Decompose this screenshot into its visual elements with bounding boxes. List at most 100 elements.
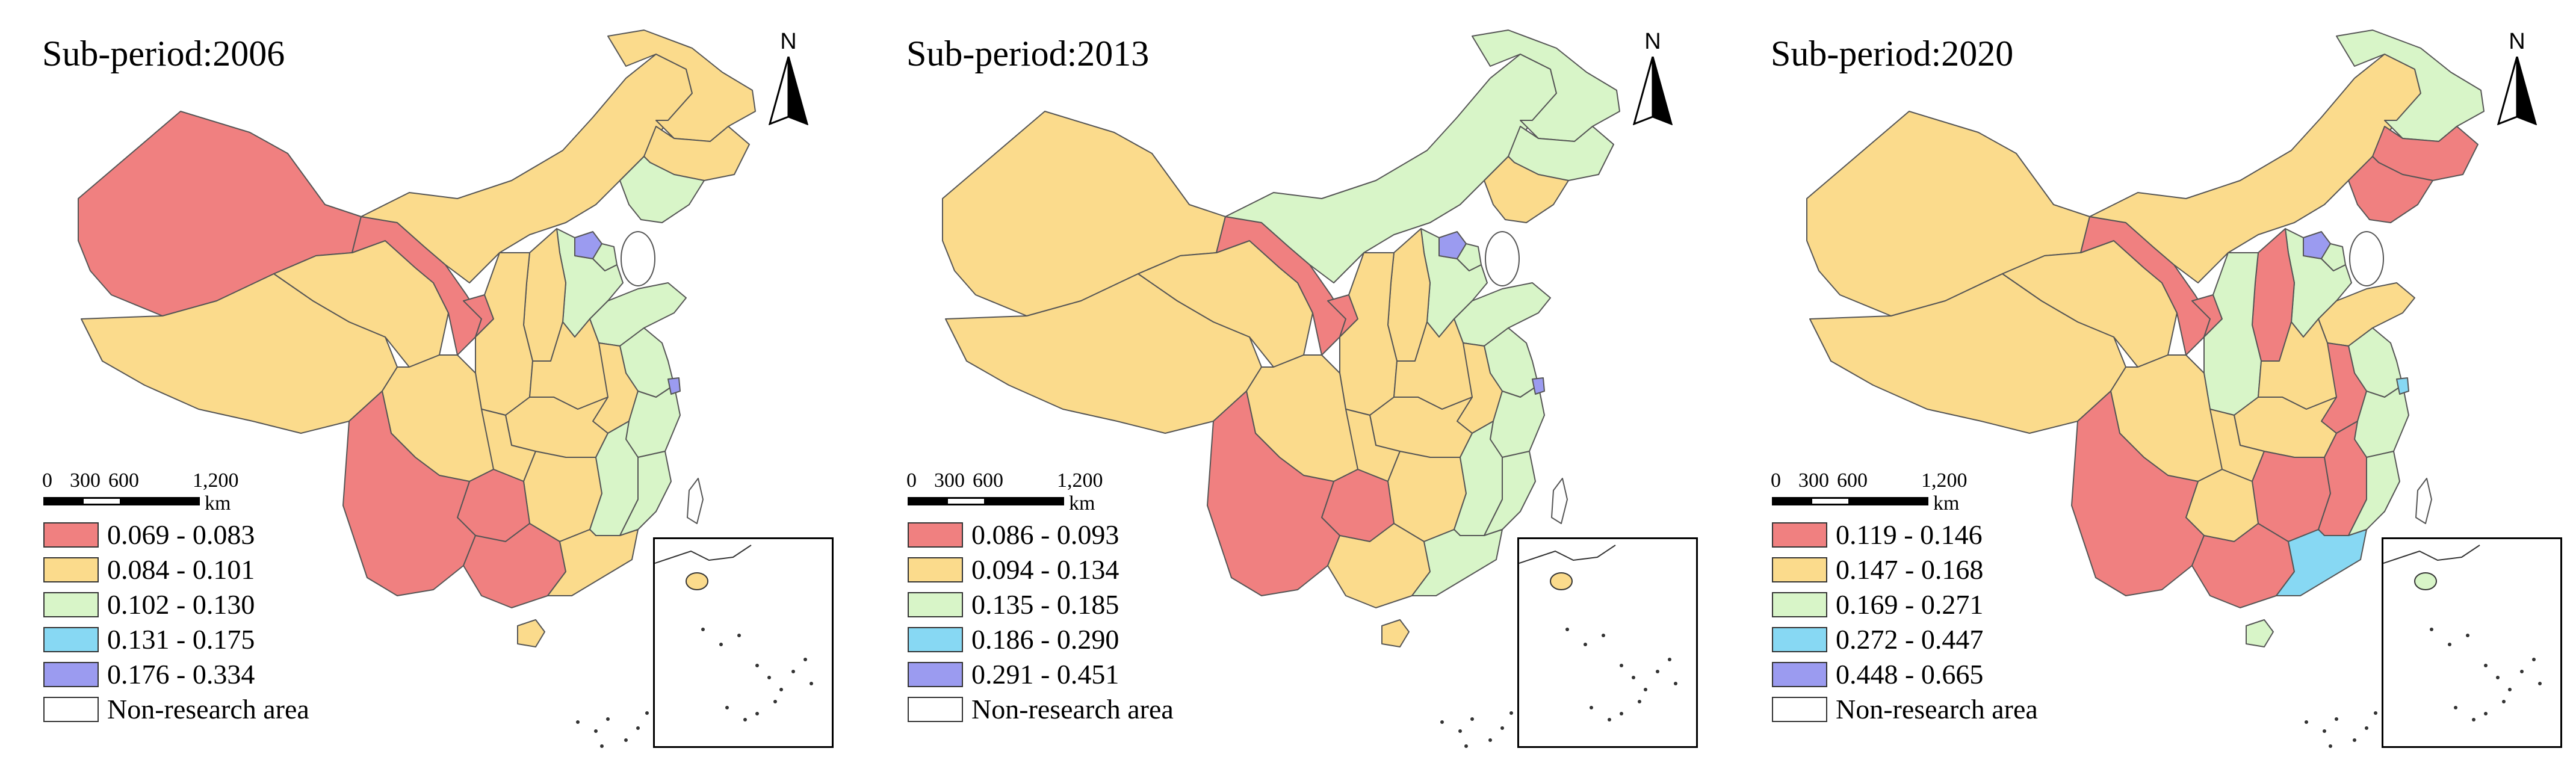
inset-island	[773, 700, 777, 703]
island-dot	[624, 738, 628, 742]
inset-island	[2484, 712, 2488, 715]
legend-swatch	[1772, 592, 1827, 617]
inset-island	[810, 682, 813, 685]
south-china-sea-inset	[1517, 537, 1698, 748]
south-china-sea-inset	[653, 537, 834, 748]
legend-swatch	[43, 557, 99, 582]
inset-island	[1644, 688, 1647, 691]
province-shaanxi	[2203, 252, 2262, 416]
province-fujian	[619, 451, 672, 536]
inset-island	[1584, 643, 1587, 646]
province-guangdong	[1411, 529, 1503, 596]
inset-hainan	[2414, 572, 2437, 590]
scale-label-0: 0	[1771, 469, 1781, 492]
legend-swatch	[908, 627, 963, 652]
scale-segment-3	[985, 497, 1064, 505]
scale-bar: 0 300 600 1,200 km	[42, 469, 283, 517]
legend-swatch	[1772, 627, 1827, 652]
scale-label-300: 300	[1798, 469, 1829, 492]
inset-coastline	[654, 545, 752, 564]
legend-swatch	[1772, 557, 1827, 582]
legend-swatch	[1772, 522, 1827, 548]
legend-swatch	[908, 697, 963, 722]
legend-label: 0.119 - 0.146	[1836, 519, 1983, 550]
panel-title: Sub-period:2020	[1771, 34, 2014, 73]
inset-island	[2532, 658, 2536, 661]
scale-label-0: 0	[906, 469, 917, 492]
province-shanghai	[2396, 377, 2409, 395]
inset-hainan	[1550, 572, 1573, 590]
inset-map	[654, 545, 813, 721]
legend-swatch	[908, 557, 963, 582]
bohai-sea	[621, 231, 655, 286]
legend-swatch	[908, 522, 963, 548]
inset-island	[701, 628, 705, 631]
island-dot	[2335, 717, 2338, 721]
inset-island	[791, 670, 795, 673]
inset-island	[755, 712, 759, 715]
inset-island	[767, 676, 771, 679]
island-dot	[2353, 738, 2356, 742]
province-tianjin	[1457, 243, 1482, 271]
legend-label: 0.176 - 0.334	[107, 659, 255, 690]
island-dot	[600, 744, 604, 748]
inset-island	[1590, 706, 1593, 709]
province-guangdong	[2276, 529, 2367, 596]
inset-island	[779, 688, 783, 691]
legend-label: 0.169 - 0.271	[1836, 589, 1984, 620]
province-fujian	[2348, 451, 2400, 536]
legend-swatch	[43, 592, 99, 617]
island-dot	[636, 726, 640, 730]
province-shaanxi	[1339, 252, 1398, 416]
inset-island	[2430, 628, 2433, 631]
island-dot	[645, 711, 649, 715]
legend-label: 0.084 - 0.101	[107, 554, 255, 585]
scale-label-600: 600	[1837, 469, 1868, 492]
province-liaoning	[2348, 156, 2433, 223]
scale-segment-1	[43, 497, 83, 505]
province-map	[1806, 29, 2485, 748]
island-dot	[2323, 729, 2326, 733]
north-label: N	[780, 29, 797, 54]
inset-island	[2496, 676, 2500, 679]
legend-swatch	[908, 592, 963, 617]
legend-label: 0.186 - 0.290	[971, 624, 1119, 655]
island-dot	[1500, 726, 1504, 730]
legend-label: 0.291 - 0.451	[971, 659, 1119, 690]
inset-coastline	[1519, 545, 1616, 564]
legend-label: 0.102 - 0.130	[107, 589, 255, 620]
north-arrow-icon	[2497, 57, 2537, 125]
island-dot	[1440, 720, 1444, 724]
scale-label-300: 300	[934, 469, 965, 492]
scale-bar: 0 300 600 1,200 km	[1771, 469, 2011, 517]
inset-island	[1668, 658, 1671, 661]
province-liaoning	[1484, 156, 1569, 223]
scale-segment-1	[1772, 497, 1812, 505]
island-dot	[1488, 738, 1492, 742]
province-shanghai	[667, 377, 681, 395]
scale-label-1200: 1,200	[1057, 469, 1103, 492]
legend-swatch	[43, 522, 99, 548]
inset-island	[2508, 688, 2512, 691]
legend-swatch	[43, 662, 99, 687]
inset-island	[2538, 682, 2542, 685]
bohai-sea	[2349, 231, 2384, 286]
map-panel-2013: Sub-period:2013 N 0 300 600 1,200 km 0.0…	[864, 0, 1723, 766]
scale-label-300: 300	[70, 469, 101, 492]
province-liaoning	[619, 156, 705, 223]
legend-label: Non-research area	[107, 694, 309, 724]
legend-label: Non-research area	[1836, 694, 2038, 724]
inset-island	[719, 643, 723, 646]
inset-map	[2383, 545, 2542, 721]
scale-segment-3	[1849, 497, 1928, 505]
scale-label-600: 600	[108, 469, 139, 492]
province-hainan	[517, 619, 545, 647]
inset-island	[755, 664, 759, 667]
legend-label: 0.069 - 0.083	[107, 519, 255, 550]
province-taiwan	[1551, 478, 1568, 524]
inset-island	[1620, 664, 1623, 667]
scale-label-600: 600	[973, 469, 1003, 492]
map-panel-2020: Sub-period:2020 N 0 300 600 1,200 km 0.1…	[1729, 0, 2576, 766]
legend-label: 0.448 - 0.665	[1836, 659, 1984, 690]
island-dot	[1464, 744, 1468, 748]
